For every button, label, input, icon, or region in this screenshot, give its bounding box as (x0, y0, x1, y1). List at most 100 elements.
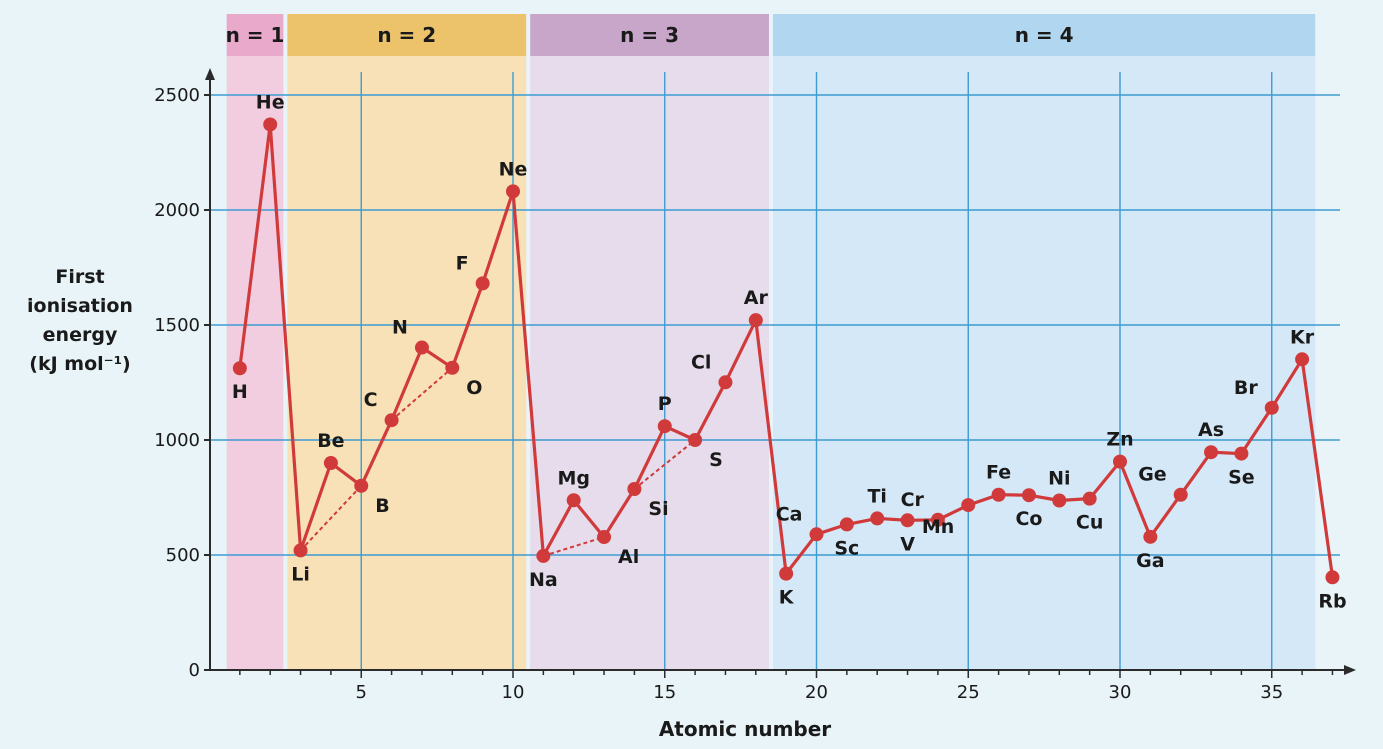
y-tick-label: 2000 (154, 200, 200, 221)
data-point-P (657, 419, 672, 434)
gridlines (210, 72, 1340, 670)
x-tick-label: 35 (1260, 682, 1283, 703)
dashed-link (390, 367, 453, 421)
element-label-Be: Be (317, 430, 344, 452)
tick-labels: 0 500 1000 1500 2000 2500 5 10 15 20 25 30 35 (154, 85, 1334, 703)
element-label-O: O (466, 377, 482, 399)
y-axis-label-line: ionisation (27, 295, 133, 317)
shell-headers: n = 1 n = 2 n = 3 n = 4 (226, 14, 1316, 56)
data-point-Si (627, 481, 642, 496)
data-point-C (384, 413, 399, 428)
data-point-O (445, 360, 460, 375)
dashed-link (633, 439, 696, 490)
data-point-Be (323, 456, 338, 470)
shell-band-4 (772, 56, 1316, 670)
shell-header-label: n = 3 (620, 23, 679, 47)
dashed-links (299, 367, 696, 557)
shell-header-2 (287, 14, 527, 56)
element-label-Cl: Cl (691, 351, 711, 373)
data-point-Mn (961, 498, 976, 513)
shell-header-label: n = 2 (377, 23, 436, 47)
data-point-Ne (506, 184, 520, 199)
y-axis-label-line: First (55, 266, 104, 288)
data-point-Cl (718, 375, 733, 390)
element-label-Ar: Ar (744, 287, 769, 309)
axes (205, 68, 1356, 675)
element-label-Li: Li (291, 563, 310, 585)
shell-header-1 (226, 14, 284, 56)
element-label-Mg: Mg (557, 467, 590, 489)
y-axis-label: First ionisation energy (kJ mol⁻¹) (27, 266, 133, 375)
data-point-As (1204, 445, 1219, 460)
x-axis-label: Atomic number (659, 717, 831, 741)
data-point-K (779, 566, 794, 581)
element-label-Ca: Ca (776, 503, 803, 525)
x-axis-arrow (1344, 665, 1356, 675)
data-point-Br (1264, 400, 1279, 415)
y-axis-arrow (205, 68, 215, 80)
data-point-He (263, 117, 278, 132)
shell-bands (226, 56, 1316, 670)
shell-band-2 (287, 56, 527, 670)
element-label-Cu: Cu (1076, 512, 1103, 534)
element-label-Mn: Mn (922, 516, 954, 538)
data-point-V (900, 513, 915, 528)
shell-header-4 (772, 14, 1316, 56)
shell-header-3 (530, 14, 769, 56)
element-label-Al: Al (618, 546, 639, 568)
element-label-Rb: Rb (1318, 590, 1346, 612)
shell-header-label: n = 4 (1015, 23, 1074, 47)
x-tick-label: 25 (957, 682, 980, 703)
y-tick-label: 500 (166, 545, 200, 566)
element-label-Se: Se (1228, 467, 1255, 489)
dashed-link (543, 536, 605, 557)
data-point-Se (1234, 446, 1249, 461)
element-label-Si: Si (648, 498, 668, 520)
element-label-Zn: Zn (1106, 429, 1133, 451)
x-tick-label: 30 (1109, 682, 1132, 703)
element-label-Fe: Fe (986, 462, 1011, 484)
data-point-Fe (991, 487, 1006, 502)
data-point-Cr (930, 512, 945, 527)
element-label-Na: Na (529, 569, 558, 591)
element-label-Co: Co (1015, 508, 1042, 530)
x-tick-label: 10 (502, 682, 525, 703)
element-label-Kr: Kr (1290, 326, 1315, 348)
element-label-Ga: Ga (1136, 550, 1164, 572)
element-label-Ge: Ge (1138, 464, 1166, 486)
data-point-Li (293, 543, 308, 558)
element-label-F: F (456, 252, 469, 274)
element-label-V: V (900, 533, 915, 555)
point-labels: H He Li Be B C N O F Ne Na Mg Al Si P S Cl Ar K Ca Sc Ti V Cr Mn… (232, 91, 1347, 612)
element-label-Sc: Sc (834, 537, 859, 559)
element-label-H: H (232, 381, 248, 403)
x-tick-label: 15 (653, 682, 676, 703)
element-label-P: P (658, 393, 672, 415)
element-label-Br: Br (1234, 377, 1258, 399)
data-point-Ca (809, 527, 824, 542)
element-label-As: As (1198, 419, 1224, 441)
data-point-Co (1021, 488, 1036, 503)
data-point-Cu (1082, 491, 1097, 506)
data-point-Rb (1325, 570, 1340, 585)
shell-band-1 (226, 56, 284, 670)
element-label-Ti: Ti (867, 485, 886, 507)
y-tick-label: 1500 (154, 315, 200, 336)
data-point-N (414, 340, 429, 355)
data-point-F (475, 276, 490, 291)
element-label-Ne: Ne (499, 158, 528, 180)
data-point-Ge (1173, 487, 1188, 502)
dashed-link (299, 485, 362, 552)
element-label-He: He (256, 91, 285, 113)
element-label-N: N (392, 317, 408, 339)
shell-band-3 (530, 56, 769, 670)
data-point-Mg (566, 493, 581, 508)
element-label-Ni: Ni (1048, 467, 1070, 489)
element-label-K: K (779, 587, 795, 609)
element-label-B: B (375, 495, 389, 517)
data-point-Ga (1143, 529, 1158, 544)
element-label-Cr: Cr (901, 489, 925, 511)
shell-header-label: n = 1 (226, 23, 285, 47)
element-label-C: C (364, 389, 378, 411)
